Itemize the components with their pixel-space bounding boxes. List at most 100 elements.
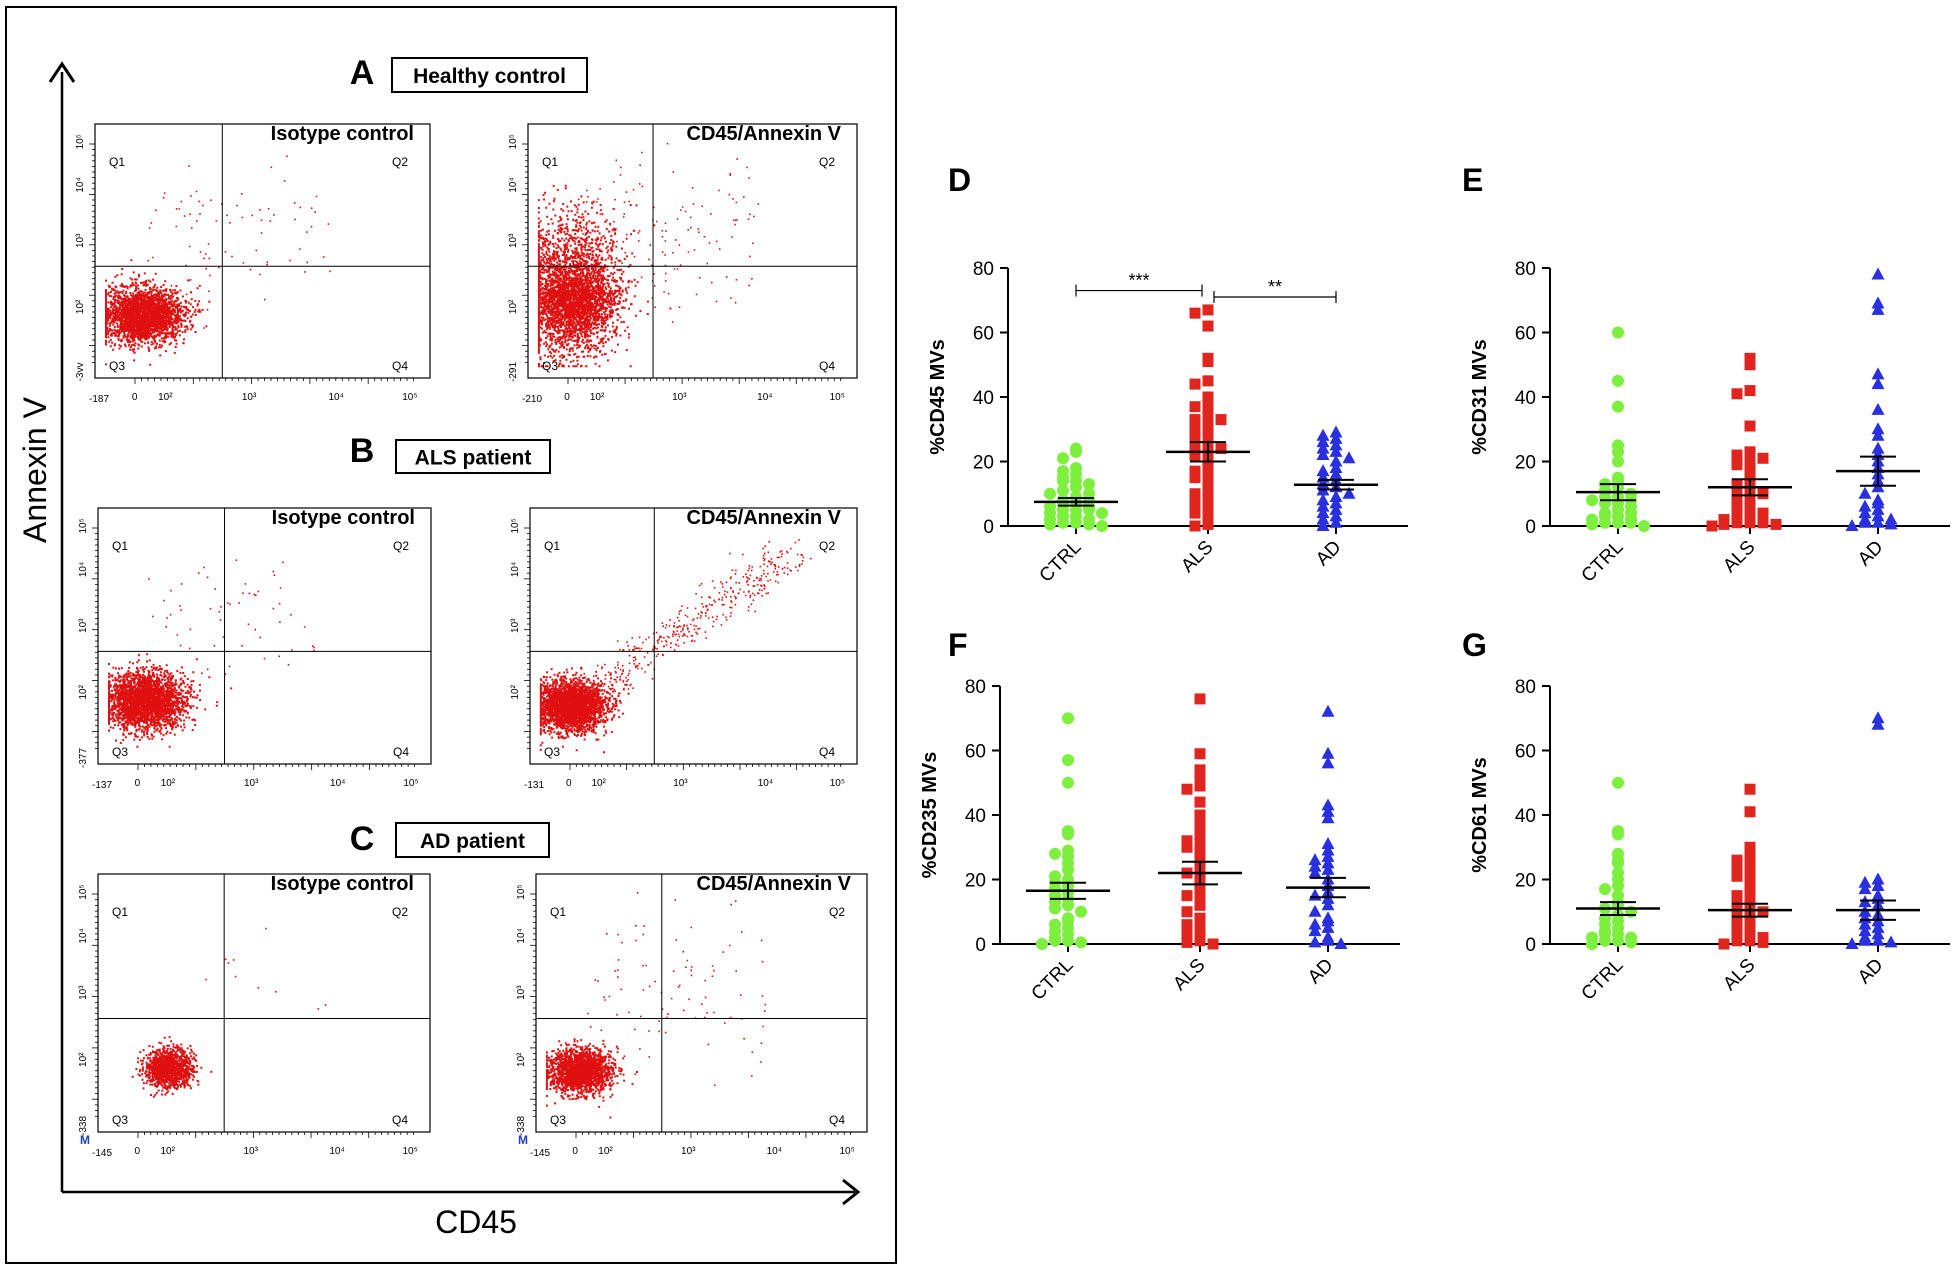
data-point-square (1202, 475, 1214, 487)
flow-plot-title: CD45/Annexin V (687, 123, 842, 145)
data-point-square (1181, 906, 1193, 918)
data-point-square (1757, 936, 1769, 948)
event-dot-cloud (105, 155, 331, 366)
y-tick-label: 20 (965, 871, 986, 892)
data-point-square (1194, 809, 1206, 821)
data-point-square (1189, 465, 1201, 477)
data-point-triangle (1329, 496, 1343, 509)
data-point-square (1706, 520, 1718, 532)
y-tick-label: 20 (1515, 453, 1536, 474)
y-tick-label: 20 (973, 453, 994, 474)
data-point-square (1194, 928, 1206, 940)
quadrant-label-q4: Q4 (393, 745, 409, 759)
data-point-square (1202, 433, 1214, 445)
data-point-square (1744, 491, 1756, 503)
x-decade-label: 10⁴ (767, 1146, 782, 1157)
x-zero-label: 0 (566, 778, 572, 789)
data-point-square (1189, 449, 1201, 461)
data-point-circle (1612, 828, 1624, 841)
quadrant-label-q1: Q1 (544, 539, 560, 553)
data-point-square (1215, 414, 1227, 426)
data-point-triangle (1321, 843, 1335, 856)
group-label: Healthy control (413, 65, 566, 88)
data-point-square (1194, 922, 1206, 934)
data-point-square (1744, 915, 1756, 927)
data-point-circle (1062, 828, 1074, 841)
data-point-triangle (1321, 704, 1335, 717)
y-decade-label: 10³ (510, 618, 521, 633)
y-tick-label: 40 (973, 388, 994, 409)
data-point-square (1181, 841, 1193, 853)
quadrant-label-q2: Q2 (392, 905, 408, 919)
data-point-triangle (1858, 933, 1872, 946)
flow-plot: CD45/Annexin V Q1 Q2 Q3 Q4 -145 0 10² 10³ 10⁴ 10⁵ 1… (516, 873, 868, 1159)
data-point-triangle (1321, 914, 1335, 927)
data-point-square (1189, 414, 1201, 426)
y-tick-label: 0 (983, 517, 994, 538)
y-tick-marks (530, 893, 536, 1117)
data-point-square (1189, 430, 1201, 442)
series-ad-points (1845, 711, 1898, 949)
quadrant-label-q4: Q4 (819, 745, 835, 759)
data-point-circle (1049, 934, 1061, 947)
data-point-square (1194, 880, 1206, 892)
data-point-square (1194, 899, 1206, 911)
data-point-circle (1612, 879, 1624, 892)
data-point-square (1731, 912, 1743, 924)
series-ad-points (1316, 425, 1356, 531)
flow-row-b: B ALS patient Isotype control Q1 Q2 Q3 Q4 -137 0… (78, 432, 858, 791)
data-point-square (1731, 459, 1743, 471)
data-point-square (1757, 906, 1769, 918)
y-tick-label: 60 (1515, 742, 1536, 763)
cd45-axis-arrow-icon (842, 1178, 861, 1206)
data-point-square (1744, 446, 1756, 458)
y-tick-label: 40 (1515, 806, 1536, 827)
data-point-square (1744, 385, 1756, 397)
data-point-triangle (1316, 512, 1330, 525)
data-point-circle (1057, 474, 1069, 487)
data-point-triangle (1858, 882, 1872, 895)
data-point-triangle (1308, 888, 1322, 901)
data-point-square (1744, 867, 1756, 879)
data-point-square (1731, 870, 1743, 882)
event-dots (537, 142, 760, 368)
y-tick-label: 80 (1515, 259, 1536, 280)
data-point-triangle (1329, 425, 1343, 438)
data-point-triangle (1884, 517, 1898, 530)
event-dot-cloud (537, 142, 760, 368)
panel-letter: C (350, 820, 375, 858)
data-point-triangle (1316, 428, 1330, 441)
data-point-triangle (1871, 927, 1885, 940)
flow-plot: CD45/Annexin V Q1 Q2 Q3 Q4 -131 0 10² 10³ 10⁴ 10⁵ 1… (510, 507, 858, 791)
quadrant-label-q3: Q3 (112, 1113, 128, 1127)
flow-plot-title: CD45/Annexin V (697, 873, 852, 895)
quadrant-label-q4: Q4 (392, 359, 408, 373)
data-point-square (1731, 449, 1743, 461)
data-point-circle (1612, 516, 1624, 529)
data-point-circle (1612, 326, 1624, 339)
x-min-label: -145 (92, 1148, 112, 1159)
data-point-square (1731, 504, 1743, 516)
data-point-square (1215, 443, 1227, 455)
significance-bracket: ** (1213, 277, 1337, 304)
flow-plot-frame (94, 123, 431, 379)
event-dots (545, 892, 767, 1119)
data-point-triangle (1321, 746, 1335, 759)
data-point-square (1744, 880, 1756, 892)
quadrant-label-q3: Q3 (544, 745, 560, 759)
data-point-triangle (1329, 454, 1343, 467)
data-point-square (1744, 420, 1756, 432)
x-tick-label-als: ALS (1719, 537, 1759, 577)
x-decade-label: 10³ (673, 778, 688, 789)
data-point-circle (1049, 902, 1061, 915)
data-point-circle (1096, 520, 1108, 532)
x-tick-marks (137, 1132, 414, 1138)
data-point-triangle (1321, 920, 1335, 933)
data-point-triangle (1858, 515, 1872, 528)
data-point-triangle (1858, 506, 1872, 519)
y-tick-label: 0 (975, 935, 986, 956)
data-point-circle (1612, 455, 1624, 468)
data-point-square (1731, 890, 1743, 902)
flow-row-c: C AD patient Isotype control Q1 Q2 Q3 Q4 -145 0 1… (78, 820, 868, 1159)
